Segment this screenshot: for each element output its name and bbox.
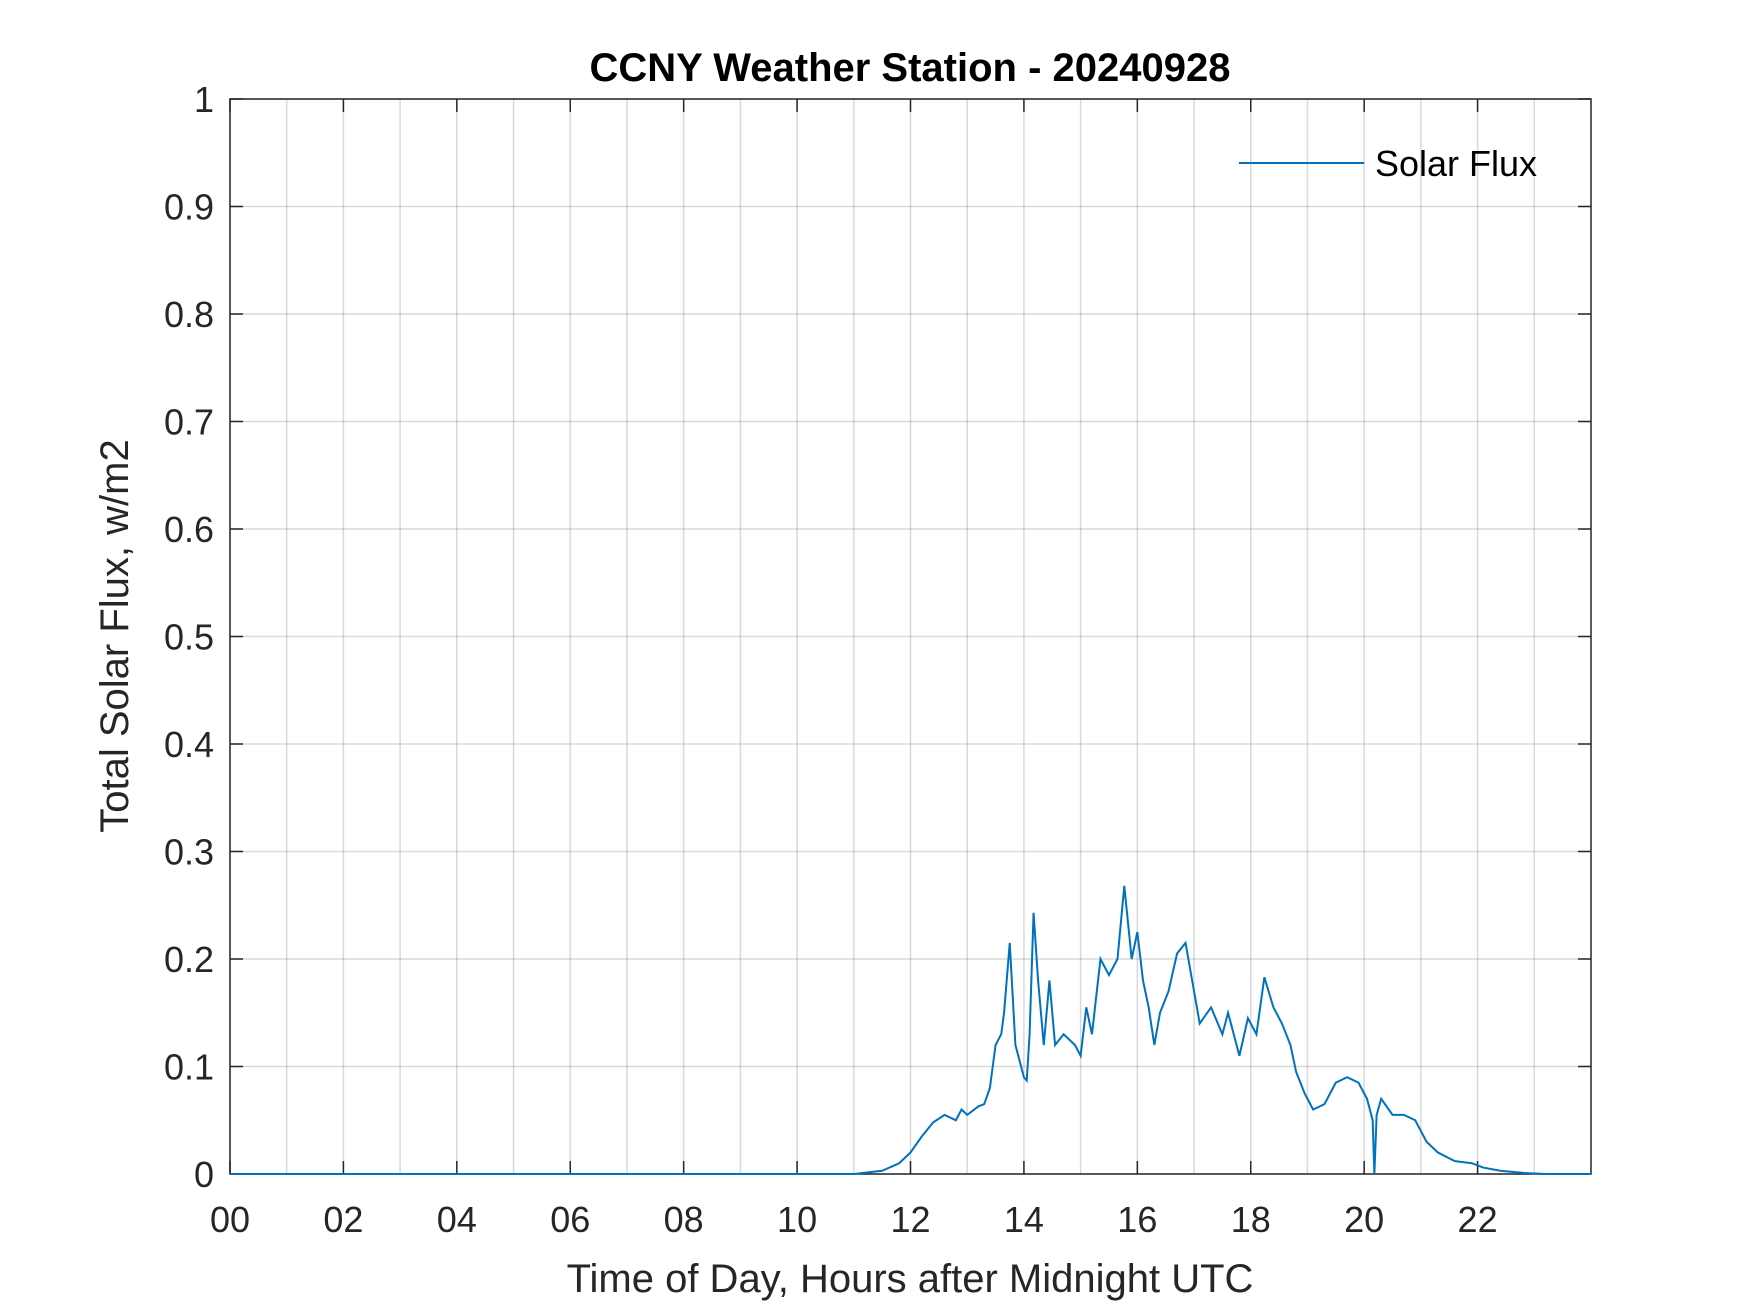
y-tick-label: 0.1 [164, 1047, 214, 1088]
x-tick-label: 16 [1117, 1199, 1157, 1240]
x-tick-label: 18 [1231, 1199, 1271, 1240]
x-tick-label: 14 [1004, 1199, 1044, 1240]
x-tick-label: 08 [664, 1199, 704, 1240]
x-tick-label: 02 [323, 1199, 363, 1240]
x-tick-label: 00 [210, 1199, 250, 1240]
y-tick-label: 0.9 [164, 187, 214, 228]
data-line [230, 885, 1591, 1175]
x-tick-label: 12 [890, 1199, 930, 1240]
y-tick-label: 0.6 [164, 509, 214, 550]
x-axis-label: Time of Day, Hours after Midnight UTC [567, 1257, 1254, 1301]
x-tick-label: 04 [437, 1199, 477, 1240]
y-tick-label: 0.4 [164, 724, 214, 765]
legend-label: Solar Flux [1375, 143, 1537, 184]
y-tick-label: 0.5 [164, 617, 214, 658]
x-tick-label: 10 [777, 1199, 817, 1240]
y-tick-label: 1 [194, 79, 214, 120]
chart-title: CCNY Weather Station - 20240928 [590, 46, 1231, 90]
x-tick-label: 20 [1344, 1199, 1384, 1240]
y-tick-label: 0.7 [164, 402, 214, 443]
x-tick-label: 06 [550, 1199, 590, 1240]
plot-frame [229, 98, 1592, 1175]
x-tick-label: 22 [1458, 1199, 1498, 1240]
y-tick-label: 0.2 [164, 939, 214, 980]
y-tick-label: 0.3 [164, 832, 214, 873]
y-axis-label: Total Solar Flux, w/m2 [93, 439, 137, 832]
y-tick-label: 0.8 [164, 294, 214, 335]
y-tick-label: 0 [194, 1154, 214, 1195]
